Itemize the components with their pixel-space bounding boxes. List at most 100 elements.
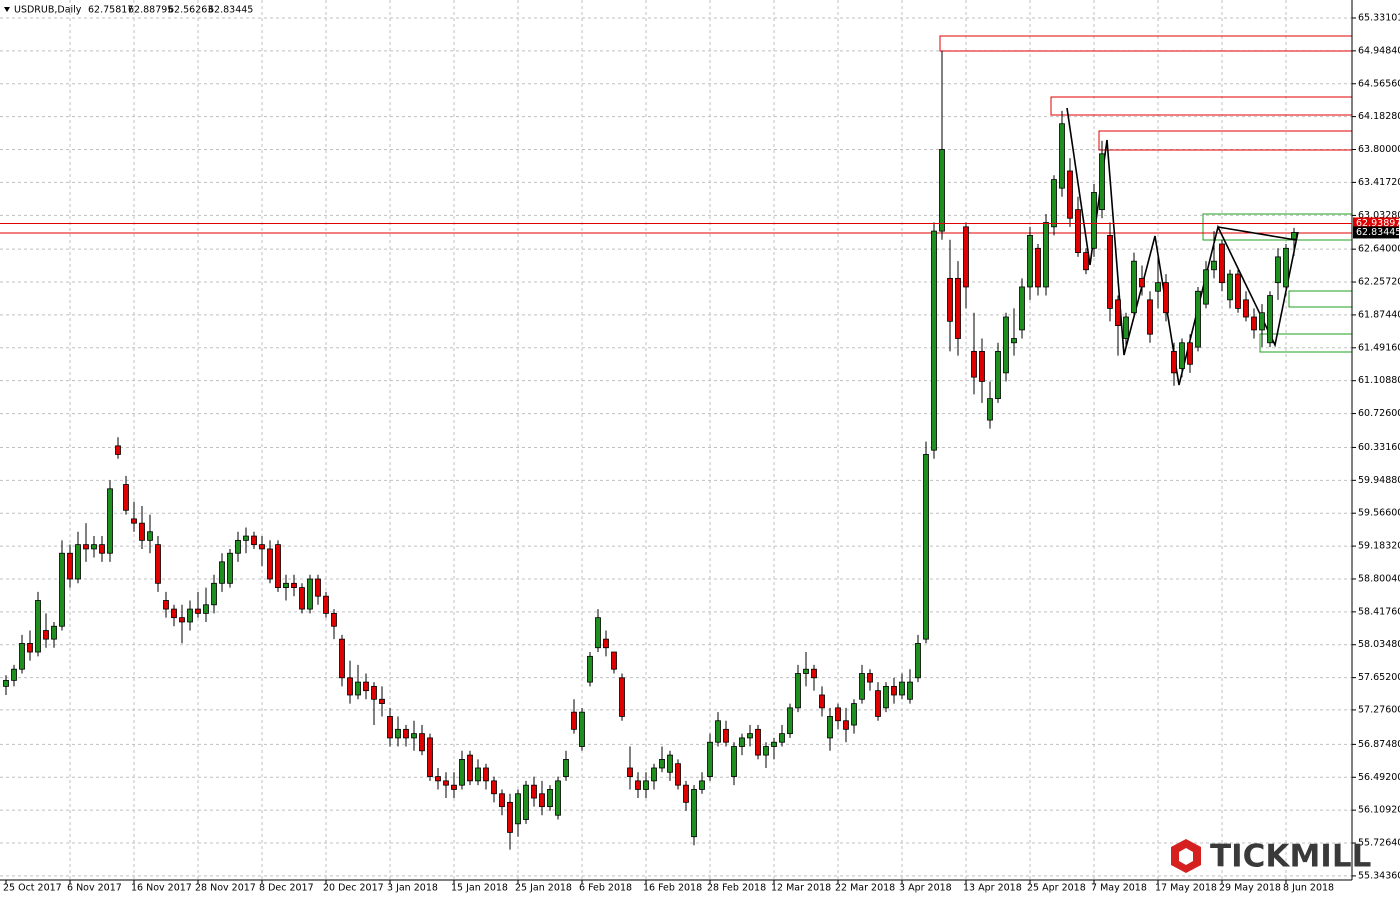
candle-body bbox=[283, 582, 289, 589]
x-tick-label: 3 Jan 2018 bbox=[387, 883, 438, 894]
candle-body bbox=[1019, 286, 1025, 331]
candles bbox=[3, 50, 1297, 850]
x-tick-label: 28 Feb 2018 bbox=[707, 883, 766, 894]
candle-body bbox=[179, 617, 185, 623]
candle-body bbox=[595, 617, 601, 649]
candle-body bbox=[731, 746, 737, 777]
candle-body bbox=[891, 685, 897, 696]
candle-body bbox=[251, 535, 257, 546]
y-tick-label: 62.25720 bbox=[1358, 277, 1400, 288]
candle-body bbox=[659, 758, 665, 769]
candle-body bbox=[1091, 192, 1097, 249]
candle-body bbox=[539, 793, 545, 808]
candle-body bbox=[763, 746, 769, 756]
x-tick-label: 7 May 2018 bbox=[1091, 883, 1147, 894]
candle-body bbox=[1099, 153, 1105, 211]
candle-body bbox=[723, 728, 729, 743]
candle-body bbox=[1259, 312, 1265, 331]
y-tick-label: 61.87440 bbox=[1358, 309, 1400, 320]
candle-body bbox=[931, 230, 937, 451]
header-high: 62.88795 bbox=[128, 5, 173, 16]
candle-body bbox=[635, 780, 641, 790]
header: USDRUB,Daily 62.75817 62.88795 62.56263 … bbox=[4, 5, 253, 16]
candle-body bbox=[27, 643, 33, 653]
candle-body bbox=[35, 600, 41, 653]
candle-body bbox=[1203, 269, 1209, 305]
price-label: 62.83445 bbox=[1356, 227, 1400, 238]
candle-body bbox=[827, 716, 833, 739]
candle-body bbox=[1115, 299, 1121, 327]
candle-body bbox=[779, 733, 785, 743]
candle-body bbox=[403, 728, 409, 739]
candle-body bbox=[1251, 316, 1257, 331]
y-tick-label: 56.49200 bbox=[1358, 772, 1400, 783]
candle-body bbox=[339, 638, 345, 679]
candle-body bbox=[1083, 252, 1089, 271]
candle-body bbox=[347, 677, 353, 696]
candle-body bbox=[947, 277, 953, 322]
candle-body bbox=[131, 518, 137, 524]
x-tick-label: 25 Jan 2018 bbox=[515, 883, 572, 894]
candle-body bbox=[379, 698, 385, 704]
candle-body bbox=[291, 582, 297, 589]
candle-body bbox=[1043, 222, 1049, 288]
candle-body bbox=[1235, 273, 1241, 309]
candle-body bbox=[683, 784, 689, 803]
candle-body bbox=[395, 728, 401, 739]
candle-body bbox=[651, 767, 657, 782]
candle-body bbox=[1139, 277, 1145, 288]
y-tick-label: 64.56560 bbox=[1358, 78, 1400, 89]
candle-body bbox=[355, 681, 361, 696]
candle-body bbox=[435, 776, 441, 782]
candle-body bbox=[1123, 316, 1129, 339]
x-tick-label: 29 May 2018 bbox=[1219, 883, 1281, 894]
y-tick-label: 63.80000 bbox=[1358, 144, 1400, 155]
level-label: 62.93897 bbox=[1356, 218, 1400, 229]
y-tick-label: 61.10880 bbox=[1358, 375, 1400, 386]
candle-body bbox=[579, 711, 585, 747]
candle-body bbox=[907, 681, 913, 700]
candle-body bbox=[899, 681, 905, 696]
candle-body bbox=[51, 625, 57, 640]
candle-body bbox=[331, 612, 337, 627]
candle-body bbox=[507, 801, 513, 833]
candle-body bbox=[531, 784, 537, 799]
candle-body bbox=[1243, 299, 1249, 318]
candle-body bbox=[795, 673, 801, 709]
candle-body bbox=[275, 544, 281, 589]
candle-body bbox=[563, 758, 569, 777]
y-tick-label: 61.49160 bbox=[1358, 342, 1400, 353]
x-tick-label: 20 Dec 2017 bbox=[323, 883, 384, 894]
y-tick-label: 60.72600 bbox=[1358, 408, 1400, 419]
y-tick-label: 58.80040 bbox=[1358, 573, 1400, 584]
y-tick-label: 59.18320 bbox=[1358, 541, 1400, 552]
candle-body bbox=[979, 350, 985, 382]
candle-body bbox=[459, 758, 465, 786]
x-tick-label: 15 Jan 2018 bbox=[451, 883, 508, 894]
y-tick-label: 63.03280 bbox=[1358, 210, 1400, 221]
candle-body bbox=[83, 544, 89, 550]
candle-body bbox=[443, 780, 449, 786]
candle-body bbox=[147, 531, 153, 541]
y-tick-label: 59.56600 bbox=[1358, 508, 1400, 519]
y-tick-label: 62.64000 bbox=[1358, 244, 1400, 255]
x-tick-label: 28 Nov 2017 bbox=[195, 883, 256, 894]
candle-body bbox=[75, 544, 81, 580]
candle-body bbox=[1003, 316, 1009, 374]
candle-body bbox=[115, 445, 121, 455]
x-tick-label: 8 Dec 2017 bbox=[259, 883, 314, 894]
candle-body bbox=[155, 544, 161, 584]
y-tick-label: 56.87480 bbox=[1358, 739, 1400, 750]
candle-body bbox=[547, 789, 553, 808]
candle-body bbox=[3, 679, 9, 687]
candle-body bbox=[187, 608, 193, 623]
y-tick-label: 63.41720 bbox=[1358, 177, 1400, 188]
y-tick-label: 65.33101 bbox=[1358, 13, 1400, 24]
candle-body bbox=[1051, 179, 1057, 228]
candle-body bbox=[971, 350, 977, 378]
candle-body bbox=[1075, 209, 1081, 253]
candle-body bbox=[643, 780, 649, 790]
candle-body bbox=[811, 668, 817, 679]
logo-icon-inner bbox=[1179, 848, 1193, 865]
